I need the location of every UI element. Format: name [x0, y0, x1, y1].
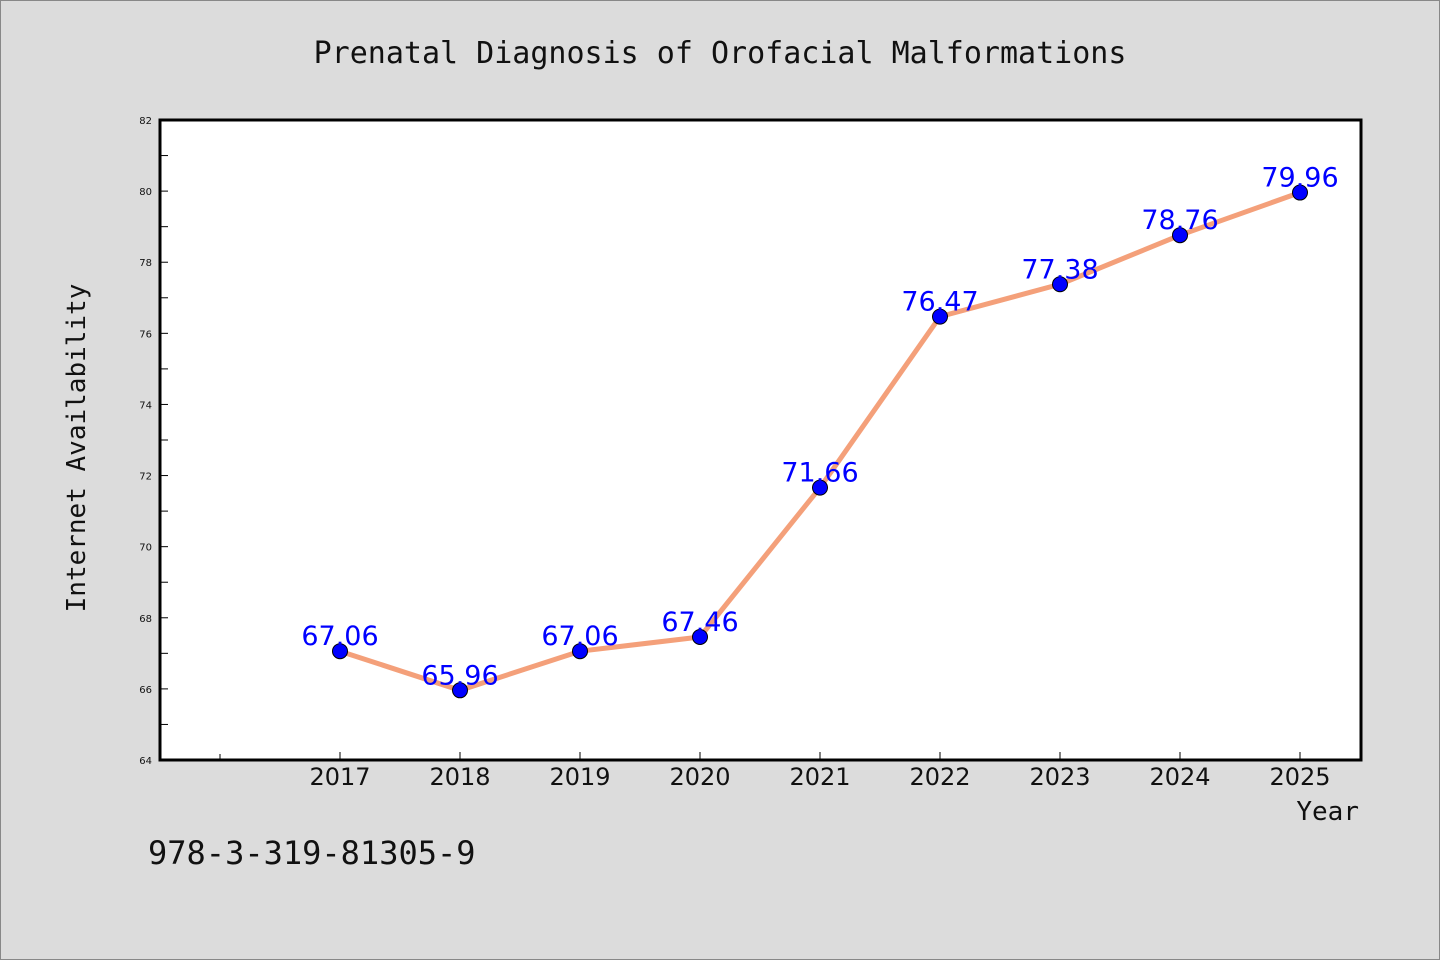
data-label: 76.47 [901, 287, 978, 318]
data-point [452, 682, 468, 699]
y-tick-label: 72 [139, 472, 152, 483]
data-point [1172, 227, 1188, 244]
x-tick-label: 2022 [909, 763, 970, 791]
data-point [332, 643, 348, 660]
footer-isbn: 978-3-319-81305-9 [148, 834, 476, 872]
x-tick-label: 2023 [1029, 763, 1090, 791]
data-label: 67.06 [301, 621, 378, 652]
y-tick-label: 80 [139, 187, 152, 198]
x-axis-label: Year [1296, 797, 1359, 827]
data-point [812, 479, 828, 496]
data-label: 67.46 [661, 607, 738, 638]
data-label: 71.66 [781, 458, 858, 489]
data-label: 67.06 [541, 621, 618, 652]
x-tick-label: 2025 [1269, 763, 1330, 791]
data-point [1052, 276, 1068, 293]
y-tick-label: 74 [139, 400, 152, 411]
x-tick-label: 2018 [429, 763, 490, 791]
data-label: 79.96 [1261, 163, 1338, 194]
y-axis-label: Internet Availability [62, 284, 92, 613]
data-point [932, 308, 948, 325]
data-label: 77.38 [1021, 254, 1098, 285]
data-label: 65.96 [421, 660, 498, 691]
x-tick-label: 2024 [1149, 763, 1210, 791]
y-tick-label: 64 [139, 756, 152, 767]
y-tick-label: 68 [139, 614, 152, 625]
x-axis: 2017 2018 2019 2020 2021 2022 2023 2024 2025 [219, 752, 1331, 791]
y-tick-label: 82 [139, 116, 152, 127]
x-tick-label: 2019 [549, 763, 610, 791]
y-tick-label: 76 [139, 329, 152, 340]
series-line-group: 67.06 65.96 67.06 67.46 71.66 76.47 77.38 78.76… [301, 163, 1339, 699]
y-axis: 64 66 68 70 72 74 76 78 80 82 [139, 116, 168, 767]
y-tick-label: 70 [139, 543, 152, 554]
x-tick-label: 2021 [789, 763, 850, 791]
x-tick-label: 2020 [669, 763, 730, 791]
data-point [692, 628, 708, 645]
chart-title: Prenatal Diagnosis of Orofacial Malforma… [314, 36, 1127, 71]
y-tick-label: 66 [139, 685, 152, 696]
plot-area [158, 118, 1363, 762]
data-point [572, 643, 588, 660]
y-tick-label: 78 [139, 258, 152, 269]
data-point [1292, 184, 1308, 201]
x-tick-label: 2017 [309, 763, 370, 791]
data-label: 78.76 [1141, 205, 1218, 236]
